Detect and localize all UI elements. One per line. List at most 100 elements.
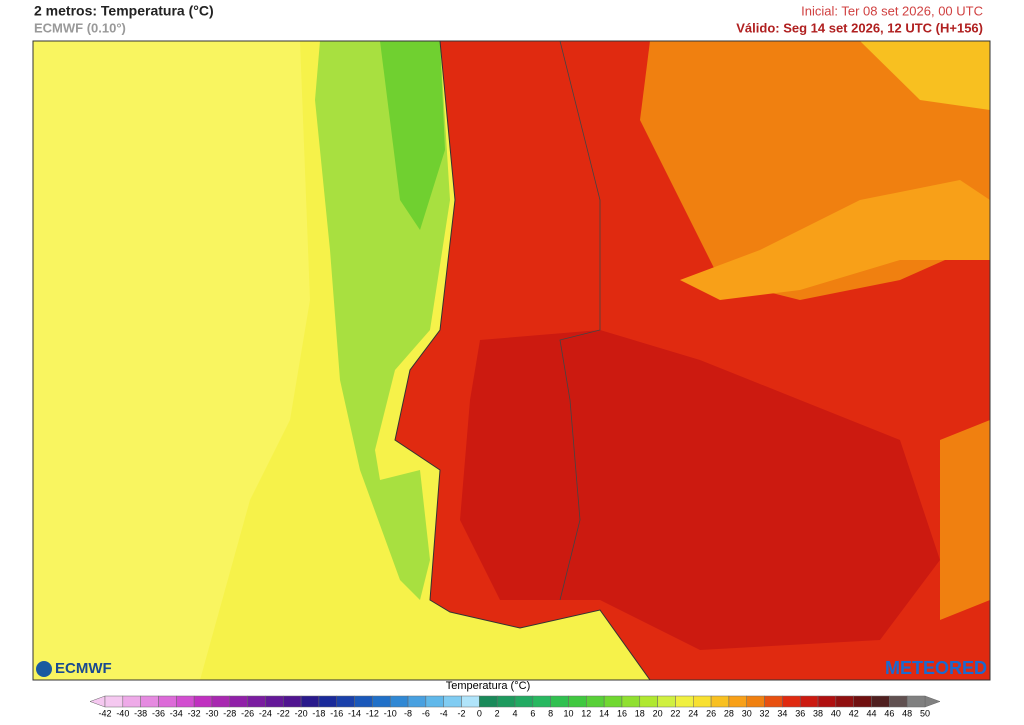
colorbar-tick-label: 6 (530, 708, 535, 718)
colorbar-tick-label: 8 (548, 708, 553, 718)
colorbar-tick-label: 18 (635, 708, 645, 718)
colorbar-tick-label: 22 (670, 708, 680, 718)
colorbar-box (247, 695, 266, 708)
colorbar-tick-label: -36 (152, 708, 165, 718)
colorbar-tick-label: -38 (134, 708, 147, 718)
colorbar-tick-label: -42 (98, 708, 111, 718)
colorbar-tick-label: 26 (706, 708, 716, 718)
colorbar-tick-label: 4 (512, 708, 517, 718)
colorbar-box (710, 695, 730, 708)
colorbar-box (799, 695, 819, 708)
colorbar-box (550, 695, 569, 708)
colorbar-box (603, 695, 623, 708)
colorbar-tick-label: 38 (813, 708, 823, 718)
colorbar-box (283, 695, 302, 708)
colorbar-box (407, 695, 427, 708)
colorbar-box (389, 695, 409, 708)
colorbar-tick-label: 40 (831, 708, 841, 718)
colorbar-tick-label: -32 (188, 708, 201, 718)
colorbar-tick-label: 48 (902, 708, 912, 718)
colorbar-tick-label: -26 (241, 708, 254, 718)
colorbar-tick-label: 16 (617, 708, 627, 718)
colorbar-box (265, 695, 284, 708)
colorbar-box (586, 695, 605, 708)
colorbar-tick-label: -40 (116, 708, 129, 718)
colorbar-box (889, 695, 908, 708)
coastal-green (380, 41, 445, 230)
colorbar-tick-label: -18 (312, 708, 325, 718)
colorbar-tick-label: 0 (477, 708, 482, 718)
colorbar-box (443, 695, 462, 708)
colorbar-box (532, 695, 551, 708)
colorbar-box (764, 695, 783, 708)
colorbar-box (871, 695, 890, 708)
coastline (394, 40, 651, 681)
colorbar-box (158, 695, 177, 708)
title: 2 metros: Temperatura (°C) (34, 3, 214, 19)
colorbar-tick-label: -24 (259, 708, 272, 718)
colorbar-box (372, 695, 391, 708)
colorbar-tick-label: -8 (404, 708, 412, 718)
colorbar-tick-label: 44 (867, 708, 877, 718)
colorbar-tick-label: -4 (440, 708, 448, 718)
colorbar-box (300, 695, 320, 708)
colorbar-box (782, 695, 801, 708)
colorbar-box (425, 695, 444, 708)
colorbar-box (835, 695, 854, 708)
colorbar-tick-label: -6 (422, 708, 430, 718)
colorbar-tick-label: -30 (205, 708, 218, 718)
colorbar: -42 -40 -38 -36 -34 -32 -30 -28 -26 -24 -22 -20 -18-… (89, 695, 941, 718)
colorbar-box (621, 695, 641, 708)
colorbar-box (853, 695, 872, 708)
colorbar-tick-label: 10 (563, 708, 573, 718)
colorbar-box (514, 695, 534, 708)
colorbar-arrow-high (924, 695, 941, 708)
colorbar-tick-label: 30 (742, 708, 752, 718)
colorbar-box (728, 695, 747, 708)
colorbar-box (211, 695, 231, 708)
border (559, 40, 601, 601)
colorbar-box (817, 695, 837, 708)
hot-region (460, 330, 940, 650)
valid-time: Válido: Seg 14 set 2026, 12 UTC (H+156) (736, 20, 983, 35)
colorbar-tick-label: -22 (277, 708, 290, 718)
ecmwf-logo: ECMWF (55, 660, 112, 677)
colorbar-tick-label: -16 (330, 708, 343, 718)
colorbar-tick-label: 12 (581, 708, 591, 718)
colorbar-box (675, 695, 694, 708)
colorbar-arrow-low (89, 695, 106, 708)
colorbar-tick-label: -2 (458, 708, 466, 718)
map: ECMWF METEORED (32, 40, 991, 681)
east-region (940, 420, 990, 620)
colorbar-tick-label: 32 (760, 708, 770, 718)
colorbar-tick-label: 36 (795, 708, 805, 718)
model: ECMWF (0.10°) (34, 20, 126, 35)
colorbar-box (140, 695, 159, 708)
colorbar-tick-label: -28 (223, 708, 236, 718)
colorbar-tick-label: 28 (724, 708, 734, 718)
colorbar-tick-label: -14 (348, 708, 361, 718)
colorbar-tick-label: -10 (384, 708, 397, 718)
colorbar-box (461, 695, 480, 708)
colorbar-box (639, 695, 658, 708)
colorbar-tick-label: 50 (920, 708, 930, 718)
colorbar-box (104, 695, 124, 708)
initial-time: Inicial: Ter 08 set 2026, 00 UTC (801, 3, 983, 18)
colorbar-box (229, 695, 248, 708)
mountain-region (860, 41, 990, 110)
colorbar-box (354, 695, 373, 708)
colorbar-box (496, 695, 516, 708)
colorbar-tick-label: -12 (366, 708, 379, 718)
colorbar-box (318, 695, 337, 708)
colorbar-tick-label: 14 (599, 708, 609, 718)
colorbar-box (568, 695, 587, 708)
colorbar-box (122, 695, 141, 708)
colorbar-box (657, 695, 676, 708)
colorbar-box (479, 695, 498, 708)
colorbar-box (336, 695, 355, 708)
colorbar-box (193, 695, 213, 708)
ecmwf-icon (36, 661, 52, 677)
colorbar-tick-label: 24 (688, 708, 698, 718)
colorbar-label: Temperatura (°C) (446, 680, 530, 692)
